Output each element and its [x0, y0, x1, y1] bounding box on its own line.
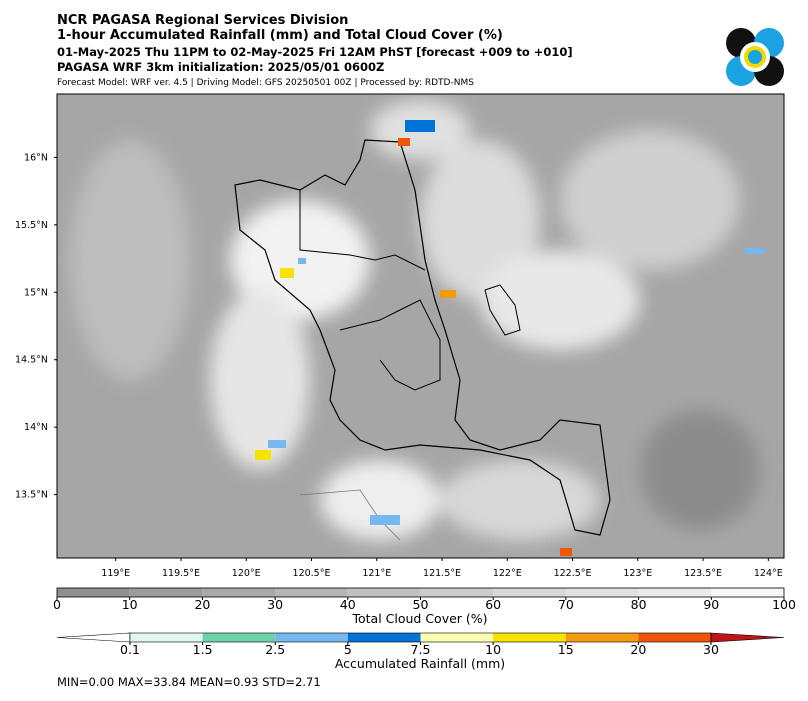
- cloud-swatch: [202, 588, 276, 597]
- rain-colorbar-label: Accumulated Rainfall (mm): [335, 656, 505, 671]
- cloud-swatch: [638, 588, 712, 597]
- cloud-tick-label: 50: [413, 597, 429, 612]
- lat-tick-label: 14.5°N: [15, 355, 48, 366]
- rain-swatch: [565, 633, 639, 642]
- rain-swatch: [202, 633, 276, 642]
- cloud-colorbar-label: Total Cloud Cover (%): [351, 611, 487, 626]
- rain-colorbar: 0.1 1.5 2.5 5 7.5 10 15 20 30: [56, 632, 785, 657]
- cloud-tick-label: 100: [772, 597, 796, 612]
- rain-tick-label: 0.1: [120, 642, 140, 657]
- lon-tick-label: 123.5°E: [684, 568, 722, 579]
- cloud-tick-label: 40: [340, 597, 356, 612]
- lat-tick-label: 15°N: [24, 287, 48, 298]
- lon-tick-label: 119°E: [101, 568, 130, 579]
- lon-tick-label: 123°E: [623, 568, 652, 579]
- cloud-tick-label: 80: [631, 597, 647, 612]
- statistics: MIN=0.00 MAX=33.84 MEAN=0.93 STD=2.71: [57, 675, 321, 689]
- rain-over: [710, 632, 785, 643]
- lon-tick-label: 119.5°E: [162, 568, 200, 579]
- rain-tick-label: 5: [344, 642, 352, 657]
- subtitle: 1-hour Accumulated Rainfall (mm) and Tot…: [57, 28, 503, 43]
- cloud-tick-label: 60: [485, 597, 501, 612]
- lon-tick-label: 121.5°E: [423, 568, 461, 579]
- cloud-swatch: [129, 588, 203, 597]
- lat-tick-label: 14°N: [24, 422, 48, 433]
- lat-tick-label: 13.5°N: [15, 490, 48, 501]
- cloud-swatch: [565, 588, 639, 597]
- lon-tick-label: 121°E: [362, 568, 391, 579]
- rain-under: [56, 632, 131, 643]
- map-frame: [56, 93, 785, 559]
- lat-tick-label: 16°N: [24, 152, 48, 163]
- lon-tick-label: 122.5°E: [554, 568, 592, 579]
- rain-tick-label: 30: [703, 642, 719, 657]
- rain-swatch: [420, 633, 494, 642]
- model-info: Forecast Model: WRF ver. 4.5 | Driving M…: [57, 78, 474, 88]
- rain-tick-label: 1.5: [193, 642, 213, 657]
- rain-tick-label: 7.5: [411, 642, 431, 657]
- cloud-tick-label: 10: [122, 597, 138, 612]
- period: 01-May-2025 Thu 11PM to 02-May-2025 Fri …: [57, 45, 573, 59]
- rain-swatch: [493, 633, 566, 642]
- lon-tick-label: 120°E: [232, 568, 261, 579]
- cloud-swatch: [493, 588, 566, 597]
- rain-tick-label: 2.5: [265, 642, 285, 657]
- cloud-tick-label: 30: [267, 597, 283, 612]
- cloud-swatch: [347, 588, 421, 597]
- cloud-colorbar: 0 10 20 30 40 50 60 70 80 90 100: [53, 587, 796, 612]
- cloud-tick-label: 20: [194, 597, 210, 612]
- rain-swatch: [130, 633, 203, 642]
- map: [57, 94, 784, 558]
- rain-tick-label: 20: [630, 642, 646, 657]
- rain-tick-label: 10: [485, 642, 501, 657]
- title: NCR PAGASA Regional Services Division: [57, 13, 348, 28]
- logo: [726, 28, 784, 86]
- rain-swatch: [275, 633, 348, 642]
- cloud-tick-label: 90: [703, 597, 719, 612]
- lon-tick-label: 120.5°E: [293, 568, 331, 579]
- cloud-tick-label: 0: [53, 597, 61, 612]
- cloud-swatch: [275, 588, 348, 597]
- initialization: PAGASA WRF 3km initialization: 2025/05/0…: [57, 60, 384, 74]
- rain-swatch: [347, 633, 421, 642]
- lon-tick-label: 122°E: [493, 568, 522, 579]
- rain-swatch: [638, 633, 711, 642]
- lat-tick-label: 15.5°N: [15, 220, 48, 231]
- cloud-swatch: [711, 588, 784, 597]
- lon-tick-label: 124°E: [754, 568, 783, 579]
- cloud-swatch: [57, 588, 130, 597]
- rain-tick-label: 15: [558, 642, 574, 657]
- rain-cells: [255, 120, 765, 556]
- cloud-tick-label: 70: [558, 597, 574, 612]
- cloud-swatch: [420, 588, 494, 597]
